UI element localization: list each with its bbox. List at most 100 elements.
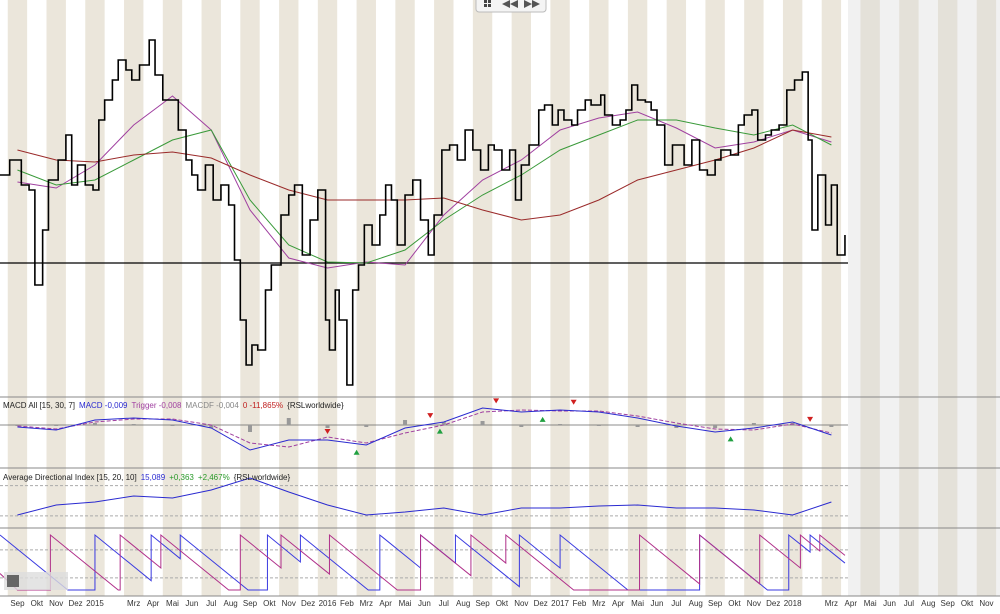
x-tick-label: Jul [904,599,914,608]
readout: MACDF -0,004 [185,401,239,410]
x-tick-label: 2017 [551,599,569,608]
logo-mark [7,575,19,587]
icon [484,4,487,7]
month-stripe [821,0,842,596]
panel-header: Average Directional Index [15, 20, 10] 15… [3,473,291,482]
x-tick-label: Aug [456,599,470,608]
histogram-bar [403,420,408,425]
icon [488,4,491,7]
x-tick-label: Jun [185,599,198,608]
sell-signal [324,429,331,434]
x-tick-label: Dez [301,599,315,608]
x-tick-label: Okt [728,599,741,608]
x-tick-label: Mai [864,599,877,608]
x-tick-label: Aug [689,599,703,608]
histogram-bar [519,425,524,427]
histogram-bar [480,421,485,425]
histogram-bar [635,425,640,427]
histogram-bar [209,425,214,428]
price-line [0,39,846,386]
x-tick-label: 2018 [784,599,802,608]
toolbar[interactable] [475,0,547,13]
histogram-bar [751,423,756,425]
x-tick-label: Nov [282,599,296,608]
x-tick-label: Sep [941,599,956,608]
histogram-bar [131,424,136,425]
buy-signal [353,449,360,455]
x-tick-label: Dez [766,599,780,608]
month-stripes [7,0,997,596]
buy-signal [436,428,443,434]
month-stripe [937,0,958,596]
sell-signal [570,399,577,405]
future-area [848,0,1000,596]
buy-signal [727,436,734,442]
indicator-line [17,407,832,451]
icon-forward[interactable] [524,0,540,8]
icon-back[interactable] [502,0,518,8]
x-tick-label: Jun [651,599,664,608]
month-stripe [627,0,648,596]
month-stripe [162,0,183,596]
readout: Trigger -0,008 [132,401,183,410]
indicator-line [17,409,832,448]
x-tick-label: Nov [979,599,993,608]
month-stripe [705,0,725,596]
month-stripe [395,0,415,596]
panel-header: MACD All [15, 30, 7] MACD -0,009 Trigger -… [3,401,344,410]
x-tick-label: Apr [147,599,160,608]
buy-signal [539,416,546,422]
month-stripe [85,0,105,596]
x-tick-label: Mrz [825,599,838,608]
indicator-line [17,129,832,221]
month-stripe [511,0,532,596]
x-tick-label: Sep [475,599,490,608]
x-tick-label: Apr [845,599,858,608]
x-tick-label: Apr [379,599,392,608]
panel-title: MACD All [15, 30, 7] [3,401,75,410]
x-tick-label: Sep [708,599,723,608]
indicator-line [17,477,832,516]
icon [488,0,491,3]
readout: +0,363 [169,473,194,482]
histogram-bar [286,418,291,425]
histogram-bar [15,425,20,426]
histogram-bar [325,425,330,428]
x-tick-label: Mrz [360,599,373,608]
sell-signal [493,398,500,404]
x-tick-label: 2015 [86,599,104,608]
month-stripe [550,0,570,596]
panel-title: Average Directional Index [15, 20, 10] [3,473,137,482]
sell-signal [427,413,434,419]
x-tick-label: Jul [439,599,449,608]
readout: MACD -0,009 [79,401,128,410]
indicator-line [17,119,832,264]
histogram-bar [558,424,563,425]
x-tick-label: Apr [612,599,625,608]
x-tick-label: Jun [883,599,896,608]
adx-panel: Average Directional Index [15, 20, 10] 15… [0,473,1000,529]
readout: {RSLworldwide} [234,473,291,482]
x-tick-label: Feb [340,599,354,608]
x-tick-label: Aug [224,599,238,608]
logo [4,572,68,590]
histogram-bar [441,422,446,425]
histogram-bar [364,425,369,427]
x-tick-label: Mrz [592,599,605,608]
month-stripe [240,0,260,596]
x-tick-label: Jun [418,599,431,608]
month-stripe [201,0,221,596]
histogram-bar [92,423,97,425]
oscillator-panel [0,533,1000,597]
month-stripe [860,0,880,596]
month-stripe [782,0,803,596]
x-tick-label: Nov [514,599,528,608]
month-stripe [589,0,609,596]
x-tick-label: Jul [671,599,681,608]
x-tick-label: Sep [243,599,258,608]
x-tick-label: Dez [68,599,82,608]
macd-panel: MACD All [15, 30, 7] MACD -0,009 Trigger -… [0,398,1000,469]
x-tick-label: Aug [921,599,935,608]
